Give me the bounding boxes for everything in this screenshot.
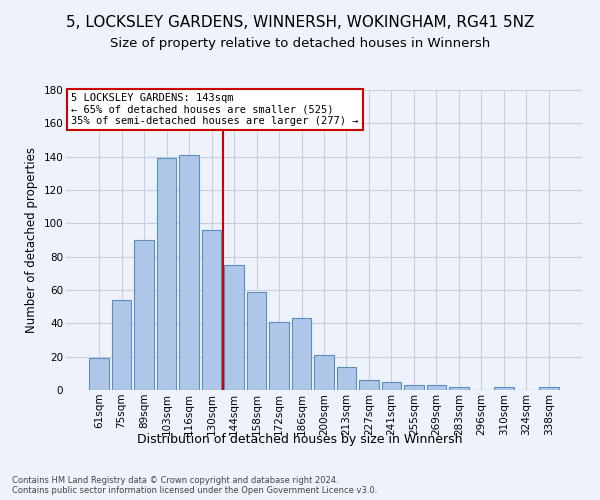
Y-axis label: Number of detached properties: Number of detached properties bbox=[25, 147, 38, 333]
Bar bbox=[449, 386, 469, 390]
Bar bbox=[404, 385, 424, 390]
Bar bbox=[292, 318, 311, 390]
Bar bbox=[359, 380, 379, 390]
Text: Size of property relative to detached houses in Winnersh: Size of property relative to detached ho… bbox=[110, 38, 490, 51]
Bar bbox=[134, 240, 154, 390]
Bar bbox=[89, 358, 109, 390]
Bar bbox=[202, 230, 221, 390]
Text: 5 LOCKSLEY GARDENS: 143sqm
← 65% of detached houses are smaller (525)
35% of sem: 5 LOCKSLEY GARDENS: 143sqm ← 65% of deta… bbox=[71, 93, 359, 126]
Bar bbox=[539, 386, 559, 390]
Text: Contains HM Land Registry data © Crown copyright and database right 2024.
Contai: Contains HM Land Registry data © Crown c… bbox=[12, 476, 377, 495]
Text: 5, LOCKSLEY GARDENS, WINNERSH, WOKINGHAM, RG41 5NZ: 5, LOCKSLEY GARDENS, WINNERSH, WOKINGHAM… bbox=[66, 15, 534, 30]
Bar bbox=[494, 386, 514, 390]
Bar bbox=[314, 355, 334, 390]
Bar bbox=[224, 265, 244, 390]
Bar bbox=[157, 158, 176, 390]
Bar bbox=[269, 322, 289, 390]
Bar bbox=[247, 292, 266, 390]
Bar bbox=[112, 300, 131, 390]
Bar bbox=[337, 366, 356, 390]
Bar bbox=[427, 385, 446, 390]
Bar bbox=[382, 382, 401, 390]
Bar bbox=[179, 155, 199, 390]
Text: Distribution of detached houses by size in Winnersh: Distribution of detached houses by size … bbox=[137, 432, 463, 446]
